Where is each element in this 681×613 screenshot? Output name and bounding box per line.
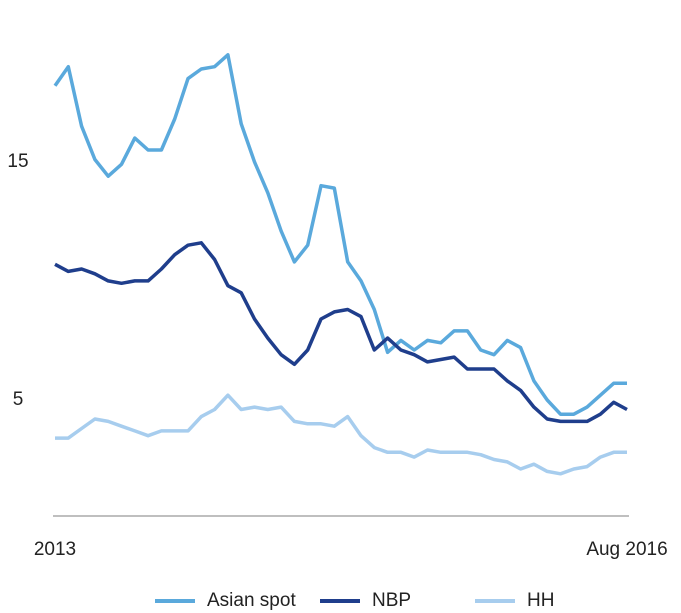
y-tick-label: 15 [7, 151, 28, 172]
y-tick-label: 5 [13, 389, 24, 410]
x-tick-label: Aug 2016 [586, 539, 667, 560]
series-line [55, 393, 627, 476]
legend-label: NBP [372, 590, 411, 611]
series-line [54, 241, 628, 424]
legend-label: Asian spot [207, 590, 296, 611]
series-line [53, 53, 627, 416]
legend-label: HH [527, 590, 554, 611]
x-tick-label: 2013 [34, 539, 76, 560]
